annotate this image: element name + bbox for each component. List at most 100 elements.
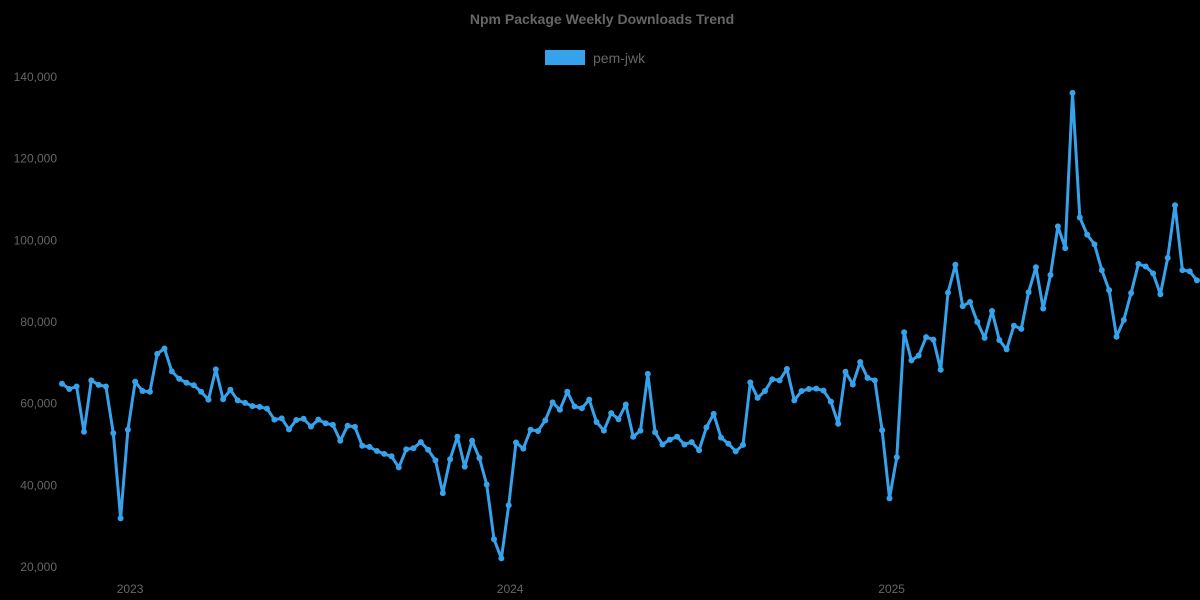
data-point [842,368,849,375]
data-point [1010,322,1017,329]
data-point [454,433,461,440]
data-point [571,403,578,410]
data-point [286,426,292,433]
data-point [769,376,776,383]
data-point [351,423,358,430]
x-axis: 2023 2024 2025 [117,582,906,596]
data-point [974,319,981,325]
data-point [168,368,175,375]
y-tick-label: 40,000 [20,478,57,492]
data-point [849,381,856,388]
data-point [666,436,673,443]
data-point [1150,270,1157,277]
data-point [439,490,446,497]
data-point [886,495,893,502]
data-point [893,454,900,461]
data-point [271,416,278,423]
data-point [264,405,270,412]
data-point [542,417,549,424]
data-point [249,403,256,410]
data-point [1040,305,1047,312]
data-point [212,366,219,373]
data-point [1018,325,1025,332]
data-point [732,448,739,455]
data-point [827,398,834,405]
data-point [388,453,395,460]
data-point [864,374,871,381]
series-line [60,91,1199,560]
data-point [366,443,373,450]
data-point [1142,263,1149,270]
data-point [176,375,183,382]
data-point [88,377,95,384]
data-point [959,303,966,310]
data-point [820,387,827,394]
data-point [432,457,439,464]
data-point [754,394,761,401]
data-point [674,433,681,440]
data-point [205,396,212,403]
data-point [1032,264,1039,271]
data-point [586,396,593,403]
data-point [461,463,468,470]
data-point [505,502,512,509]
data-point [278,415,285,422]
data-point [908,357,915,364]
data-point [322,420,329,427]
y-tick-label: 140,000 [14,70,58,84]
data-point [1091,241,1098,248]
data-point [1069,89,1076,96]
data-point [476,455,483,461]
legend-item-pem-jwk[interactable]: pem-jwk [545,50,646,66]
x-tick-label: 2023 [117,582,144,596]
data-point [564,388,571,395]
data-point [491,536,497,543]
data-point [132,378,139,385]
data-point [981,334,988,341]
data-point [725,440,732,447]
data-point [798,388,805,394]
legend-swatch-icon [545,50,585,65]
data-point [293,417,300,423]
data-point [659,441,666,448]
data-point [139,388,146,394]
data-point [220,396,227,403]
y-tick-label: 120,000 [14,152,58,166]
data-point [813,385,820,392]
data-point [234,397,241,404]
data-point [117,515,124,522]
data-point [681,441,688,448]
data-point [527,426,534,433]
data-point [146,388,153,395]
y-axis: 20,000 40,000 60,000 80,000 100,000 120,000 14… [14,70,58,574]
data-point [1172,202,1178,209]
data-point [190,382,197,389]
data-point [967,299,973,305]
data-point [791,397,798,404]
data-point [1128,290,1135,296]
data-point [1157,291,1164,298]
y-tick-label: 20,000 [20,560,57,574]
data-point [578,405,585,412]
data-point [124,426,131,433]
data-point [535,428,541,434]
series-pem-jwk[interactable] [59,89,1200,562]
data-point [989,308,995,314]
data-point [608,410,615,417]
data-point [1025,289,1032,296]
data-point [1135,261,1142,267]
data-point [395,464,402,471]
data-point [256,403,263,410]
data-point [1003,346,1010,353]
data-point [1062,245,1069,252]
data-point [1120,317,1127,323]
data-point [154,350,161,357]
data-point [1054,223,1061,230]
data-point [652,429,659,436]
data-point [417,439,424,446]
data-point [835,420,842,427]
data-point [81,428,87,435]
data-point [242,399,249,406]
data-point [447,456,454,463]
